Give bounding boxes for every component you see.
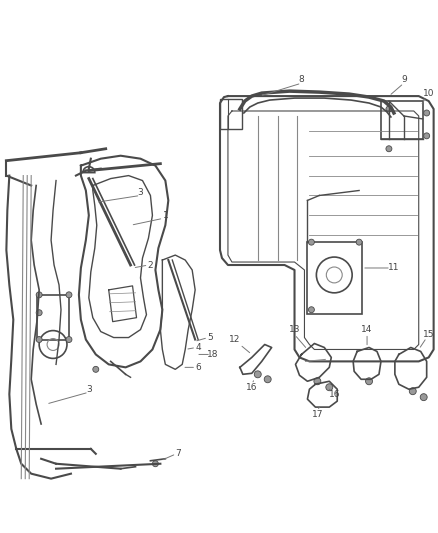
Circle shape <box>326 384 333 391</box>
Text: 18: 18 <box>207 350 219 359</box>
Circle shape <box>386 146 392 152</box>
Text: 8: 8 <box>299 75 304 84</box>
Circle shape <box>424 110 430 116</box>
Text: 3: 3 <box>86 385 92 394</box>
Text: 2: 2 <box>148 261 153 270</box>
Circle shape <box>308 239 314 245</box>
Text: 16: 16 <box>328 390 340 399</box>
Text: 14: 14 <box>361 325 373 334</box>
Circle shape <box>36 310 42 316</box>
Text: 9: 9 <box>401 75 407 84</box>
Circle shape <box>152 461 159 467</box>
Bar <box>381 101 423 139</box>
Circle shape <box>66 292 72 298</box>
Text: 5: 5 <box>207 333 213 342</box>
Circle shape <box>356 239 362 245</box>
Text: 13: 13 <box>289 325 300 334</box>
Circle shape <box>66 336 72 343</box>
Circle shape <box>314 378 321 385</box>
Circle shape <box>409 387 416 394</box>
Circle shape <box>424 133 430 139</box>
Circle shape <box>366 378 373 385</box>
Circle shape <box>386 106 392 112</box>
Bar <box>220 99 242 129</box>
Text: 6: 6 <box>195 363 201 372</box>
Text: 12: 12 <box>229 335 240 344</box>
Text: 1: 1 <box>162 211 168 220</box>
Text: 15: 15 <box>423 330 434 339</box>
Bar <box>307 242 362 314</box>
Circle shape <box>308 307 314 313</box>
Text: 11: 11 <box>388 263 399 272</box>
Text: 4: 4 <box>195 343 201 352</box>
Circle shape <box>36 336 42 343</box>
Circle shape <box>93 366 99 373</box>
Circle shape <box>254 371 261 378</box>
Circle shape <box>36 292 42 298</box>
Text: 10: 10 <box>423 88 434 98</box>
Circle shape <box>420 394 427 401</box>
Text: 7: 7 <box>175 449 181 458</box>
Bar <box>37 295 69 340</box>
Text: 16: 16 <box>246 383 258 392</box>
Circle shape <box>264 376 271 383</box>
Text: 3: 3 <box>138 188 143 197</box>
Text: 17: 17 <box>311 409 323 418</box>
